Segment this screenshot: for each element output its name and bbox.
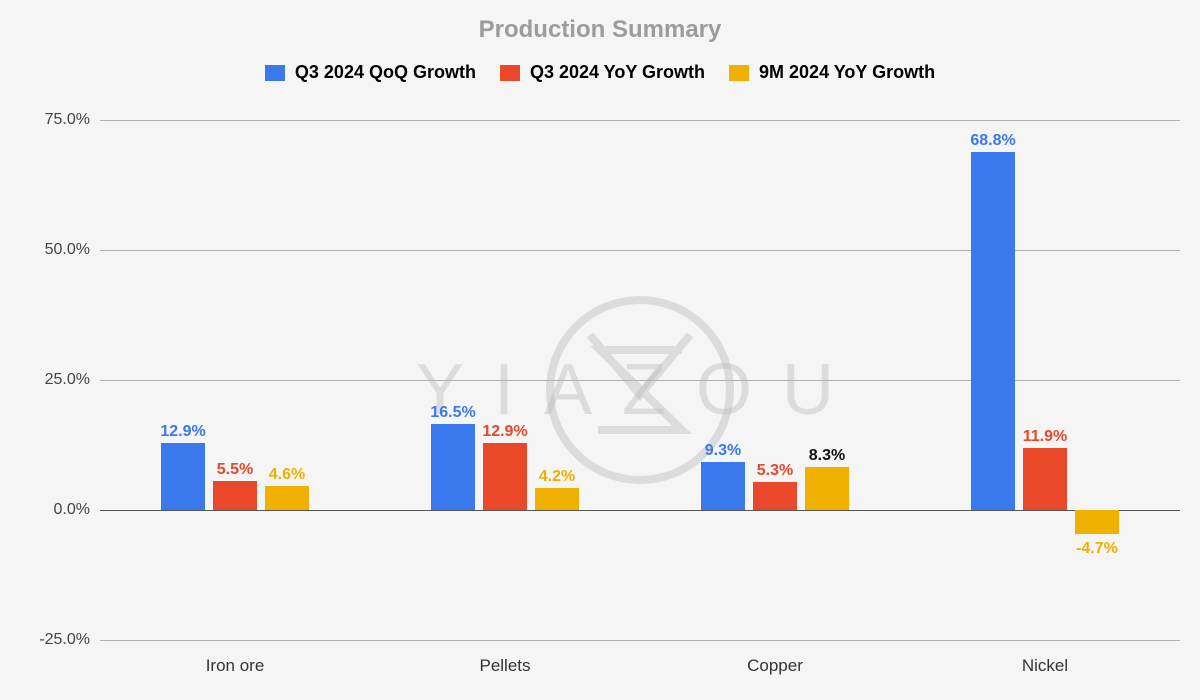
- legend-swatch: [500, 65, 520, 81]
- bar-value-label: 4.6%: [269, 466, 305, 484]
- legend-item: 9M 2024 YoY Growth: [729, 62, 935, 83]
- grid-line: [100, 120, 1180, 121]
- legend-item: Q3 2024 QoQ Growth: [265, 62, 476, 83]
- legend-swatch: [729, 65, 749, 81]
- bar: [431, 424, 476, 510]
- legend-label: 9M 2024 YoY Growth: [759, 62, 935, 83]
- x-category-label: Iron ore: [206, 640, 265, 676]
- legend-swatch: [265, 65, 285, 81]
- legend-label: Q3 2024 QoQ Growth: [295, 62, 476, 83]
- bar-value-label: 9.3%: [705, 442, 741, 460]
- bar: [971, 152, 1016, 510]
- y-tick-label: 75.0%: [45, 111, 100, 129]
- x-category-label: Nickel: [1022, 640, 1068, 676]
- x-category-label: Pellets: [479, 640, 530, 676]
- bar: [483, 443, 528, 510]
- bar: [265, 486, 310, 510]
- legend-label: Q3 2024 YoY Growth: [530, 62, 705, 83]
- bar-value-label: 12.9%: [160, 423, 205, 441]
- bar: [213, 481, 258, 510]
- zero-line: [100, 510, 1180, 511]
- bar: [753, 482, 798, 510]
- y-tick-label: 50.0%: [45, 241, 100, 259]
- y-tick-label: -25.0%: [39, 631, 100, 649]
- chart-container: Production Summary Q3 2024 QoQ GrowthQ3 …: [0, 0, 1200, 700]
- x-category-label: Copper: [747, 640, 803, 676]
- bar-value-label: 5.5%: [217, 461, 253, 479]
- bar-value-label: 12.9%: [482, 423, 527, 441]
- grid-line: [100, 380, 1180, 381]
- bar: [1023, 448, 1068, 510]
- watermark-text: YIAZOU: [416, 349, 864, 431]
- bar-value-label: 68.8%: [970, 132, 1015, 150]
- bar-value-label: 5.3%: [757, 462, 793, 480]
- bar: [701, 462, 746, 510]
- bar-value-label: 4.2%: [539, 468, 575, 486]
- bar: [1075, 510, 1120, 534]
- bar-value-label: 8.3%: [809, 447, 845, 465]
- legend-item: Q3 2024 YoY Growth: [500, 62, 705, 83]
- plot-area: YIAZOU -25.0%0.0%25.0%50.0%75.0%Iron ore…: [100, 120, 1180, 640]
- grid-line: [100, 250, 1180, 251]
- bar-value-label: 11.9%: [1023, 428, 1067, 446]
- bar-value-label: 16.5%: [430, 404, 475, 422]
- chart-title: Production Summary: [0, 16, 1200, 44]
- bar: [805, 467, 850, 510]
- y-tick-label: 0.0%: [54, 501, 100, 519]
- bar-value-label: -4.7%: [1076, 540, 1118, 558]
- bar: [535, 488, 580, 510]
- y-tick-label: 25.0%: [45, 371, 100, 389]
- legend: Q3 2024 QoQ Growth Q3 2024 YoY Growth 9M 2…: [0, 62, 1200, 86]
- bar: [161, 443, 206, 510]
